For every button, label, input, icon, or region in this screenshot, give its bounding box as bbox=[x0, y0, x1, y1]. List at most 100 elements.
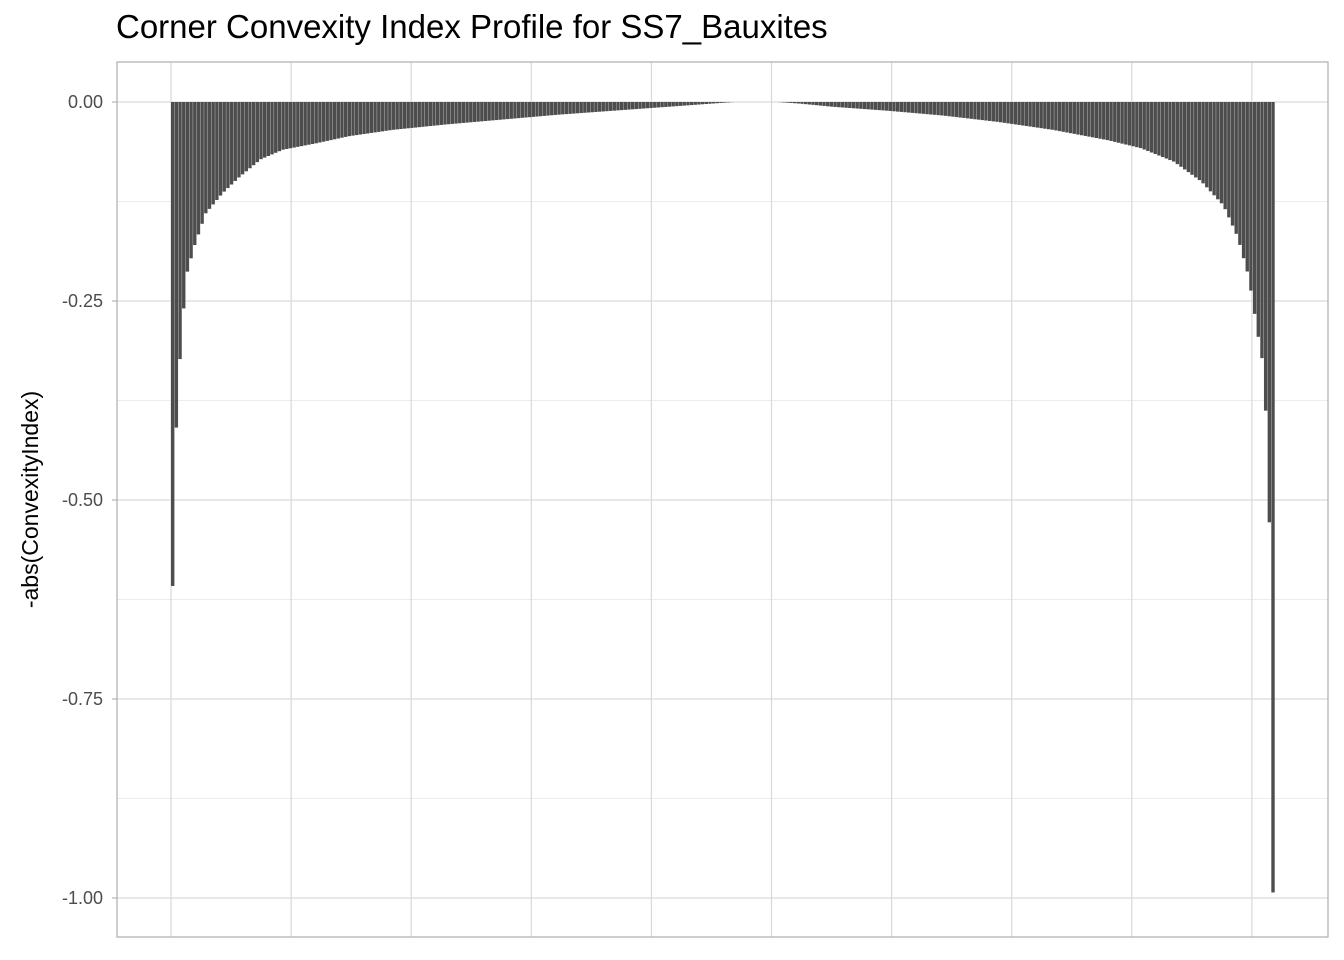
bar bbox=[925, 102, 929, 115]
bar bbox=[1050, 102, 1054, 130]
bar bbox=[1028, 102, 1032, 127]
bar bbox=[1197, 102, 1202, 181]
bar bbox=[932, 102, 937, 115]
bar bbox=[715, 102, 720, 104]
bar bbox=[899, 102, 904, 112]
bar bbox=[1179, 102, 1183, 167]
bar bbox=[564, 102, 569, 115]
bar bbox=[579, 102, 583, 114]
bar bbox=[520, 102, 524, 118]
bar bbox=[660, 102, 664, 108]
bar bbox=[1010, 102, 1014, 124]
bar bbox=[215, 102, 219, 200]
bar bbox=[1043, 102, 1047, 129]
bar bbox=[399, 102, 403, 130]
bar bbox=[785, 102, 789, 103]
bar bbox=[792, 102, 797, 104]
bar bbox=[1205, 102, 1209, 188]
bar bbox=[873, 102, 878, 110]
bar bbox=[185, 102, 190, 272]
bar bbox=[877, 102, 881, 111]
bar bbox=[222, 102, 226, 192]
bar bbox=[1124, 102, 1128, 145]
bar bbox=[671, 102, 675, 107]
bar bbox=[594, 102, 598, 112]
bar bbox=[329, 102, 333, 141]
bar bbox=[296, 102, 300, 147]
bar bbox=[428, 102, 432, 127]
bar bbox=[384, 102, 388, 131]
bar bbox=[509, 102, 513, 119]
bar bbox=[292, 102, 296, 148]
bar bbox=[498, 102, 502, 120]
bar bbox=[454, 102, 458, 124]
bar bbox=[631, 102, 635, 110]
bar bbox=[380, 102, 385, 132]
bar bbox=[866, 102, 870, 110]
y-axis-title: -abs(ConvexityIndex) bbox=[17, 391, 43, 608]
bar bbox=[369, 102, 374, 133]
bar bbox=[1164, 102, 1168, 159]
bar bbox=[682, 102, 686, 106]
bar bbox=[207, 102, 212, 209]
bar bbox=[266, 102, 271, 156]
bar bbox=[962, 102, 966, 118]
bar bbox=[561, 102, 565, 115]
bar bbox=[1068, 102, 1073, 134]
bar bbox=[789, 102, 793, 103]
bar bbox=[310, 102, 315, 145]
bar bbox=[1024, 102, 1029, 127]
bar bbox=[443, 102, 447, 125]
bar bbox=[612, 102, 616, 111]
bar bbox=[796, 102, 800, 104]
bar bbox=[826, 102, 830, 107]
bar bbox=[678, 102, 683, 106]
bar bbox=[914, 102, 918, 114]
bar bbox=[193, 102, 197, 246]
bar bbox=[535, 102, 539, 117]
bar bbox=[1098, 102, 1102, 139]
bar bbox=[1194, 102, 1198, 178]
bar bbox=[1245, 102, 1249, 272]
bar bbox=[575, 102, 580, 114]
bar bbox=[987, 102, 992, 121]
bar bbox=[623, 102, 628, 110]
bar bbox=[888, 102, 892, 111]
bar bbox=[491, 102, 495, 121]
bar bbox=[895, 102, 900, 112]
bar bbox=[1072, 102, 1076, 134]
bar bbox=[358, 102, 363, 135]
bar bbox=[1241, 102, 1246, 259]
bar bbox=[608, 102, 613, 111]
bar bbox=[884, 102, 889, 111]
bar bbox=[818, 102, 823, 106]
bar bbox=[494, 102, 499, 121]
bar bbox=[505, 102, 510, 120]
bar bbox=[693, 102, 697, 105]
bar bbox=[572, 102, 576, 114]
bar bbox=[1065, 102, 1069, 133]
bar bbox=[458, 102, 462, 124]
bar bbox=[472, 102, 477, 122]
chart-title: Corner Convexity Index Profile for SS7_B… bbox=[116, 8, 828, 45]
bar bbox=[255, 102, 260, 163]
bar bbox=[343, 102, 348, 137]
bar bbox=[233, 102, 237, 181]
bar bbox=[627, 102, 631, 110]
bar bbox=[1120, 102, 1124, 144]
bar bbox=[1219, 102, 1224, 204]
bar bbox=[218, 102, 223, 196]
bar bbox=[1183, 102, 1187, 170]
bar bbox=[178, 102, 182, 360]
bar bbox=[969, 102, 973, 119]
bar bbox=[903, 102, 907, 113]
y-axis-ticks: 0.00 -0.25 -0.50 -0.75 -1.00 bbox=[62, 92, 117, 908]
bar bbox=[951, 102, 955, 117]
bar bbox=[1175, 102, 1180, 165]
bar bbox=[822, 102, 826, 106]
bar bbox=[837, 102, 841, 108]
bar bbox=[583, 102, 587, 113]
bar bbox=[984, 102, 988, 121]
bar bbox=[1223, 102, 1227, 210]
bar bbox=[377, 102, 381, 132]
